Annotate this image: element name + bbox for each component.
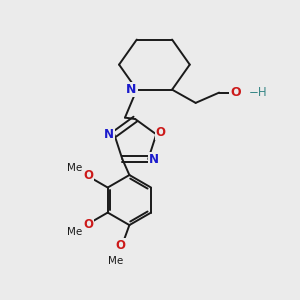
Text: O: O — [83, 169, 93, 182]
Text: N: N — [148, 152, 159, 166]
Text: −H: −H — [249, 86, 267, 99]
Text: N: N — [126, 83, 136, 96]
Text: O: O — [230, 86, 241, 99]
Text: Me: Me — [67, 227, 82, 237]
Text: N: N — [104, 128, 114, 141]
Text: Me: Me — [67, 163, 82, 173]
Text: O: O — [116, 239, 126, 252]
Text: Me: Me — [108, 256, 123, 266]
Text: O: O — [83, 218, 93, 231]
Text: O: O — [156, 126, 166, 140]
